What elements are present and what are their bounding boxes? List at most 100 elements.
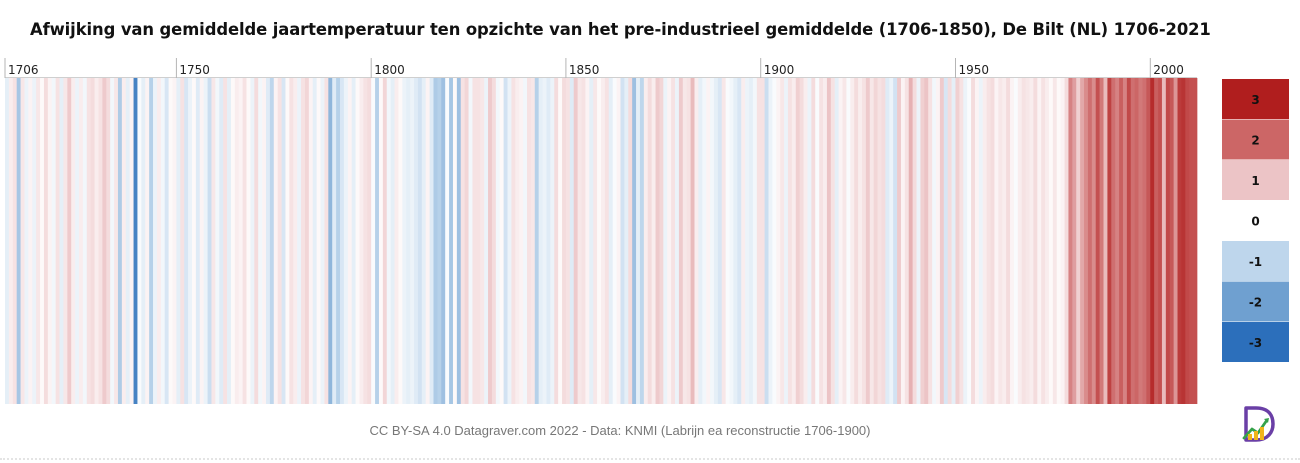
stripe-1818: [441, 78, 446, 404]
stripe-1740: [137, 78, 142, 404]
stripe-1754: [191, 78, 197, 404]
stripe-1998: [1142, 78, 1147, 404]
stripe-1736: [121, 78, 127, 404]
stripe-1715: [40, 78, 45, 404]
stripe-1767: [242, 78, 247, 404]
stripe-1970: [1033, 78, 1038, 404]
stripe-1909: [795, 78, 801, 404]
stripe-1820: [449, 78, 454, 404]
stripe-1911: [803, 78, 808, 404]
stripe-1806: [394, 78, 399, 404]
stripe-1720: [59, 78, 64, 404]
stripe-1867: [632, 78, 637, 404]
stripe-1741: [141, 78, 146, 404]
stripe-1808: [402, 78, 407, 404]
stripe-1915: [819, 78, 824, 404]
stripe-1916: [823, 78, 828, 404]
stripe-1885: [702, 78, 707, 404]
stripe-1934: [893, 78, 898, 404]
stripe-1839: [523, 78, 528, 404]
stripe-1847: [554, 78, 559, 404]
stripe-1901: [764, 78, 769, 404]
stripe-1984: [1087, 78, 1093, 404]
stripe-1824: [464, 78, 469, 404]
stripe-1731: [102, 78, 107, 404]
stripe-1886: [706, 78, 711, 404]
stripe-1920: [838, 78, 843, 404]
tick-label-1900: 1900: [764, 63, 795, 77]
stripe-1871: [647, 78, 652, 404]
stripe-1793: [343, 78, 349, 404]
stripe-1713: [32, 78, 37, 404]
stripe-1724: [75, 78, 80, 404]
stripe-1779: [289, 78, 294, 404]
stripe-1792: [340, 78, 345, 404]
stripe-1790: [332, 78, 337, 404]
stripe-1801: [375, 78, 380, 404]
stripe-1803: [382, 78, 388, 404]
stripe-1833: [499, 78, 504, 404]
stripe-1727: [86, 78, 92, 404]
stripe-1788: [324, 78, 329, 404]
stripe-1849: [562, 78, 567, 404]
stripe-1766: [238, 78, 243, 404]
stripe-1971: [1037, 78, 1042, 404]
stripe-1846: [550, 78, 555, 404]
stripe-1807: [398, 78, 403, 404]
stripe-1922: [846, 78, 851, 404]
stripe-1940: [916, 78, 921, 404]
stripe-1968: [1025, 78, 1030, 404]
stripe-1750: [176, 78, 181, 404]
stripe-1737: [125, 78, 131, 404]
stripe-1739: [133, 78, 138, 404]
stripe-1784: [308, 78, 314, 404]
stripe-1860: [604, 78, 610, 404]
stripe-1805: [390, 78, 395, 404]
stripe-1742: [145, 78, 150, 404]
stripe-1821: [452, 78, 458, 404]
stripe-1973: [1045, 78, 1050, 404]
stripe-1928: [869, 78, 875, 404]
stripe-1830: [488, 78, 493, 404]
stripe-1979: [1068, 78, 1073, 404]
stripe-1776: [277, 78, 282, 404]
year-ticks-group: 1706 1750 1800 1850 1900 1950 2000: [4, 58, 1197, 78]
stripe-1908: [791, 78, 797, 404]
stripe-2003: [1161, 78, 1167, 404]
stripe-1783: [304, 78, 310, 404]
stripe-1749: [172, 78, 177, 404]
stripe-1932: [885, 78, 890, 404]
legend-swatch-3: [1222, 79, 1289, 119]
stripe-1813: [421, 78, 427, 404]
stripe-1965: [1013, 78, 1019, 404]
stripe-1851: [569, 78, 575, 404]
stripe-1857: [593, 78, 598, 404]
stripe-1895: [741, 78, 746, 404]
stripe-1956: [978, 78, 984, 404]
stripe-1993: [1122, 78, 1128, 404]
stripe-1752: [184, 78, 189, 404]
stripe-1918: [830, 78, 836, 404]
stripe-1923: [850, 78, 855, 404]
stripe-1962: [1002, 78, 1007, 404]
stripe-1855: [585, 78, 590, 404]
stripe-1892: [729, 78, 734, 404]
stripe-1884: [698, 78, 703, 404]
stripe-1933: [889, 78, 894, 404]
stripe-1823: [460, 78, 466, 404]
stripe-1959: [990, 78, 995, 404]
stripe-1768: [246, 78, 251, 404]
color-legend: 3 2 1 0 -1 -2 -3: [1222, 79, 1289, 362]
stripe-1877: [671, 78, 676, 404]
stripe-1878: [675, 78, 680, 404]
stripe-1769: [250, 78, 255, 404]
stripe-1865: [624, 78, 629, 404]
stripe-1927: [865, 78, 871, 404]
legend-label--3: -3: [1249, 336, 1262, 350]
stripe-1945: [936, 78, 941, 404]
stripe-1734: [114, 78, 119, 404]
stripe-1983: [1084, 78, 1089, 404]
stripe-1987: [1099, 78, 1104, 404]
stripe-2002: [1158, 78, 1163, 404]
stripe-1757: [203, 78, 208, 404]
